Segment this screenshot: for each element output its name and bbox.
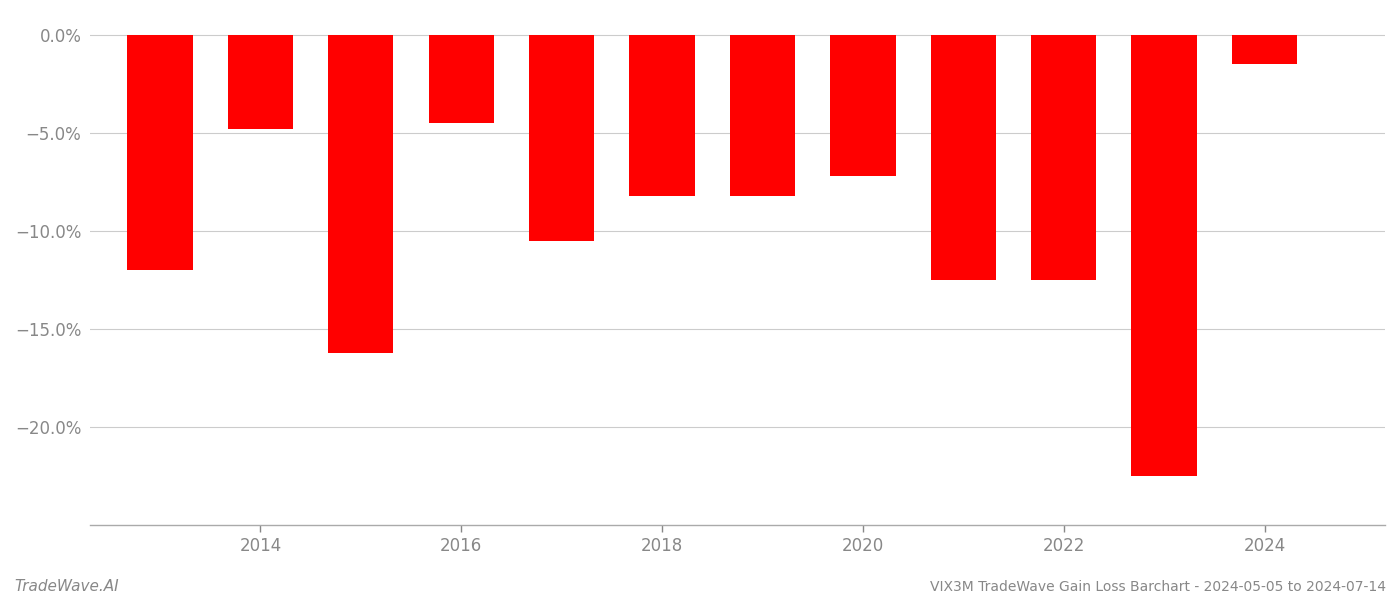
Bar: [1030, 35, 1096, 280]
Bar: [328, 35, 393, 353]
Bar: [1232, 35, 1298, 64]
Bar: [127, 35, 193, 270]
Text: TradeWave.AI: TradeWave.AI: [14, 579, 119, 594]
Text: VIX3M TradeWave Gain Loss Barchart - 2024-05-05 to 2024-07-14: VIX3M TradeWave Gain Loss Barchart - 202…: [930, 580, 1386, 594]
Bar: [228, 35, 293, 129]
Bar: [729, 35, 795, 196]
Bar: [830, 35, 896, 176]
Bar: [630, 35, 694, 196]
Bar: [428, 35, 494, 123]
Bar: [1131, 35, 1197, 476]
Bar: [529, 35, 594, 241]
Bar: [931, 35, 995, 280]
